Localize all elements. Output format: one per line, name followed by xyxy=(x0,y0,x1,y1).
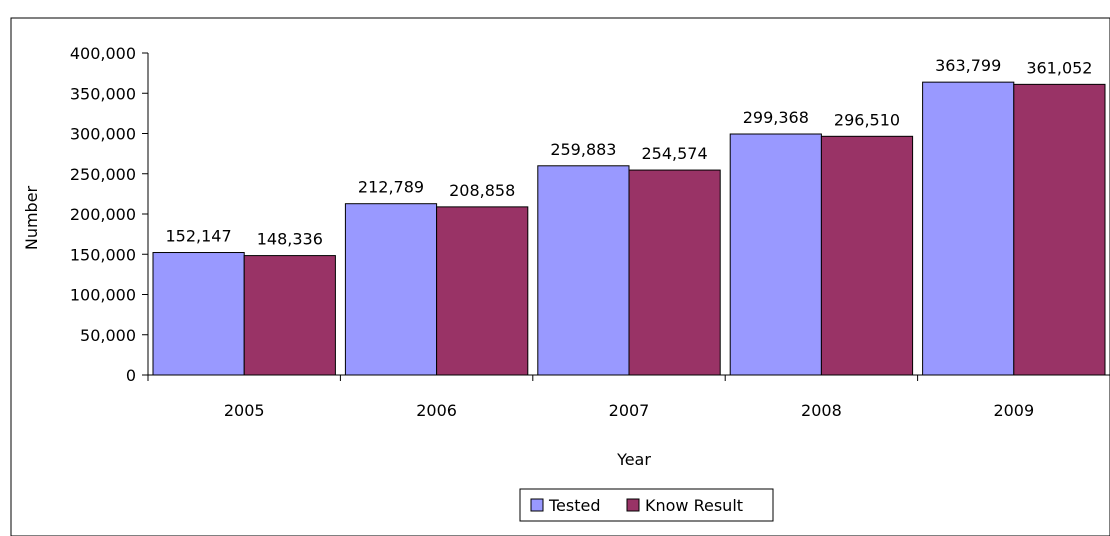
legend: Tested Know Result xyxy=(519,488,774,522)
data-label: 259,883 xyxy=(550,140,616,159)
bar-tested xyxy=(537,165,630,376)
x-tick-label: 2009 xyxy=(993,401,1034,420)
data-labels: 152,147 148,336 212,789 208,858 259,883 254,5… xyxy=(166,56,1093,248)
y-axis-title: Number xyxy=(22,185,41,250)
data-label: 254,574 xyxy=(642,144,708,163)
data-label: 299,368 xyxy=(743,108,809,127)
bar-know-result xyxy=(436,206,529,376)
x-tick-label: 2006 xyxy=(416,401,457,420)
legend-swatch xyxy=(626,498,640,512)
y-tick-label: 400,000 xyxy=(70,44,136,63)
legend-box xyxy=(519,488,774,522)
x-axis-title: Year xyxy=(616,450,651,469)
data-label: 361,052 xyxy=(1026,58,1092,77)
bar-know-result xyxy=(820,135,914,376)
data-label: 208,858 xyxy=(449,181,515,200)
x-tick-label: 2008 xyxy=(801,401,842,420)
data-label: 148,336 xyxy=(257,230,323,249)
legend-label: Know Result xyxy=(645,496,743,515)
data-label: 296,510 xyxy=(834,110,900,129)
data-label: 152,147 xyxy=(166,227,232,246)
x-tick-label: 2005 xyxy=(224,401,265,420)
y-tick-label: 200,000 xyxy=(70,205,136,224)
y-tick-label: 0 xyxy=(126,366,136,385)
y-tick-label: 250,000 xyxy=(70,165,136,184)
bar-tested xyxy=(922,81,1015,376)
y-tick-label: 300,000 xyxy=(70,125,136,144)
y-tick-label: 100,000 xyxy=(70,286,136,305)
bar-tested xyxy=(344,203,438,376)
bar-know-result xyxy=(243,255,336,376)
bars xyxy=(152,81,1106,376)
y-tick-label: 150,000 xyxy=(70,245,136,264)
y-tick-label: 50,000 xyxy=(80,326,136,345)
bar-know-result xyxy=(628,169,721,376)
data-label: 363,799 xyxy=(935,56,1001,75)
bar-tested xyxy=(152,252,245,376)
y-axis: 0 50,000 100,000 150,000 200,000 250,000 300,0… xyxy=(70,44,149,385)
bar-know-result xyxy=(1013,83,1106,376)
data-label: 212,789 xyxy=(358,178,424,197)
bar-tested xyxy=(729,133,822,376)
x-tick-label: 2007 xyxy=(609,401,650,420)
legend-swatch xyxy=(530,498,544,512)
legend-label: Tested xyxy=(548,496,601,515)
y-tick-label: 350,000 xyxy=(70,84,136,103)
